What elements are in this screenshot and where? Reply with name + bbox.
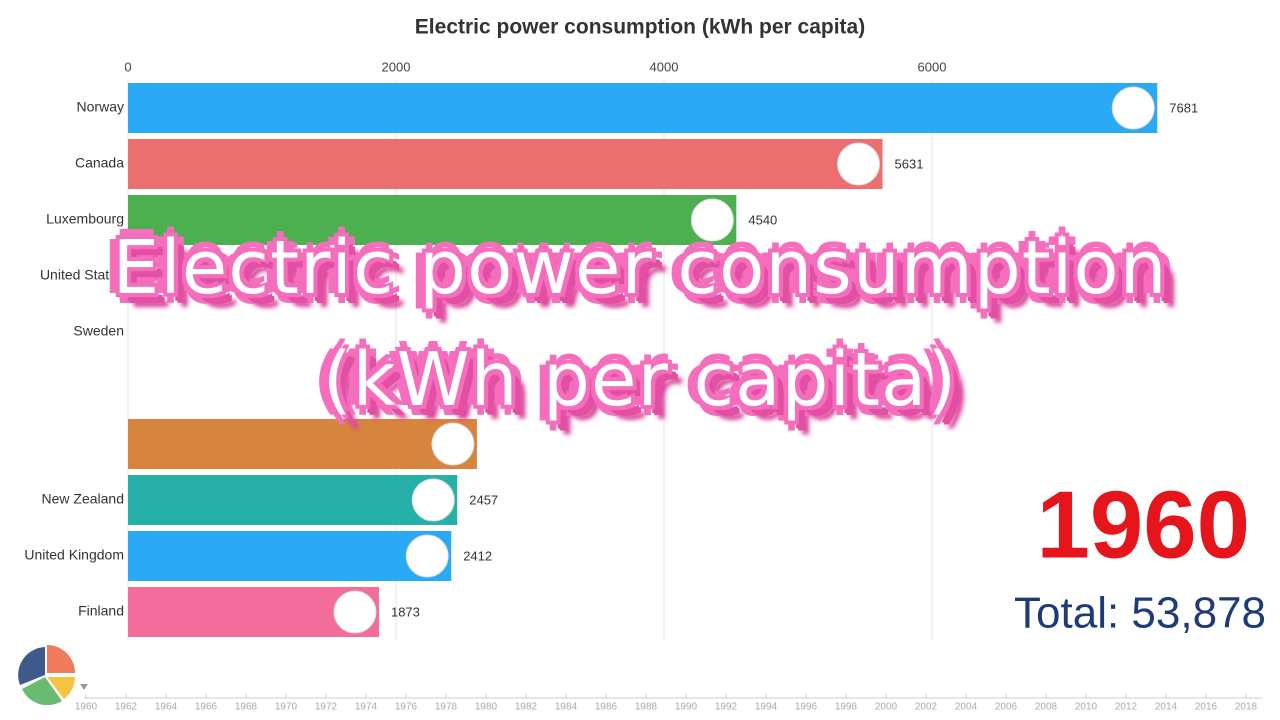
chart-title: Electric power consumption (kWh per capi… bbox=[415, 16, 865, 39]
flag bbox=[333, 590, 377, 634]
y-tick-label: New Zealand bbox=[42, 491, 125, 507]
timeline-label: 2008 bbox=[1035, 702, 1058, 713]
value-label: 2412 bbox=[463, 548, 492, 563]
year-label: 1960 bbox=[1036, 471, 1250, 578]
timeline-label: 1968 bbox=[235, 702, 258, 713]
y-tick-label: United Kingdom bbox=[24, 547, 124, 563]
timeline-label: 1976 bbox=[395, 702, 418, 713]
timeline-label: 1996 bbox=[795, 702, 818, 713]
timeline-label: 1992 bbox=[715, 702, 738, 713]
y-tick-label: Finland bbox=[78, 603, 124, 619]
timeline-label: 1984 bbox=[555, 702, 578, 713]
flag bbox=[837, 142, 881, 186]
y-tick-label: United States bbox=[40, 267, 124, 283]
flag bbox=[690, 198, 734, 242]
timeline-label: 2012 bbox=[1115, 702, 1138, 713]
x-tick-label: 2000 bbox=[382, 59, 411, 74]
x-tick-label: 4000 bbox=[650, 59, 679, 74]
logo bbox=[18, 645, 75, 706]
timeline-label: 2006 bbox=[995, 702, 1018, 713]
timeline-label: 1970 bbox=[275, 702, 298, 713]
timeline-label: 1998 bbox=[835, 702, 858, 713]
bar bbox=[128, 83, 1158, 133]
timeline-handle[interactable] bbox=[80, 684, 88, 690]
value-label: 4540 bbox=[748, 212, 777, 227]
bar bbox=[128, 419, 477, 469]
timeline-label: 1966 bbox=[195, 702, 218, 713]
y-tick-label: Canada bbox=[75, 155, 124, 171]
timeline-label: 2000 bbox=[875, 702, 898, 713]
timeline-label: 1980 bbox=[475, 702, 498, 713]
timeline-label: 1964 bbox=[155, 702, 178, 713]
flag bbox=[1111, 86, 1155, 130]
value-label: 1873 bbox=[391, 604, 420, 619]
bar bbox=[128, 531, 452, 581]
value-label: 7681 bbox=[1169, 100, 1198, 115]
timeline-label: 2002 bbox=[915, 702, 938, 713]
timeline-label: 2004 bbox=[955, 702, 978, 713]
timeline-label: 1974 bbox=[355, 702, 378, 713]
timeline-label: 2016 bbox=[1195, 702, 1218, 713]
timeline-label: 1994 bbox=[755, 702, 778, 713]
plot: 0 2000 4000 6000 Norway 7681 Canada 5631 Luxembo… bbox=[24, 59, 1198, 640]
flag bbox=[405, 534, 449, 578]
flag bbox=[411, 478, 455, 522]
timeline-label: 1972 bbox=[315, 702, 338, 713]
timeline-label: 1962 bbox=[115, 702, 138, 713]
timeline-label: 1988 bbox=[635, 702, 658, 713]
timeline-label: 2014 bbox=[1155, 702, 1178, 713]
value-label: 2457 bbox=[469, 492, 498, 507]
y-tick-label: Luxembourg bbox=[46, 211, 124, 227]
timeline-label: 1982 bbox=[515, 702, 538, 713]
bar bbox=[128, 195, 737, 245]
bar bbox=[128, 139, 883, 189]
bar bbox=[128, 475, 458, 525]
overlay-title: Electric power consumption (kWh per capi… bbox=[112, 225, 1168, 423]
value-label: 5631 bbox=[895, 156, 924, 171]
y-tick-label: Sweden bbox=[73, 323, 124, 339]
timeline-label: 1986 bbox=[595, 702, 618, 713]
flag bbox=[431, 422, 475, 466]
y-tick-label: Norway bbox=[77, 99, 124, 115]
x-tick-label: 6000 bbox=[918, 59, 947, 74]
timeline-label: 2010 bbox=[1075, 702, 1098, 713]
timeline-label: 1960 bbox=[75, 702, 98, 713]
timeline-label: 1978 bbox=[435, 702, 458, 713]
timeline-label: 1990 bbox=[675, 702, 698, 713]
total-label: Total: 53,878 bbox=[1014, 589, 1266, 638]
x-tick-label: 0 bbox=[124, 59, 131, 74]
timeline-label: 2018 bbox=[1235, 702, 1258, 713]
